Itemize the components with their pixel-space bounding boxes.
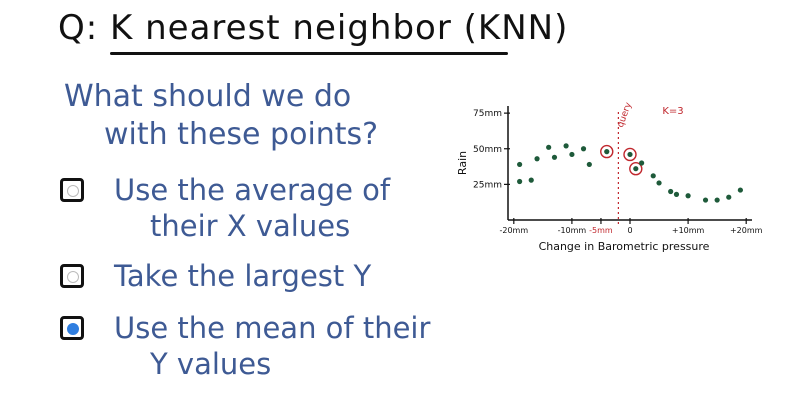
data-point: [546, 144, 552, 150]
radio-dot: [67, 185, 79, 197]
x-tick-label: +10mm: [672, 226, 705, 235]
k-value-label: K=3: [662, 106, 683, 117]
chart-marks: [517, 112, 743, 226]
chart-labels: 25mm 50mm 75mm -20mm -10mm -5mm 0 +10mm +20mm Rai…: [456, 101, 762, 253]
option-radio[interactable]: [60, 264, 84, 288]
x-tick-label: +20mm: [730, 226, 762, 235]
query-label: query: [616, 101, 635, 129]
question-text: What should we do with these points?: [64, 78, 424, 154]
option-radio[interactable]: [60, 316, 84, 340]
question-line-2: with these points?: [104, 117, 379, 152]
data-point: [685, 193, 691, 199]
nearest-neighbor-circle: [600, 144, 614, 159]
title-underline: [110, 52, 508, 55]
nearest-neighbor-circle: [623, 147, 637, 162]
data-point: [656, 180, 662, 186]
option-label-line-2: their X values: [150, 209, 351, 243]
option-label-line-1: Take the largest Y: [114, 259, 372, 293]
data-point: [714, 197, 720, 203]
option-label-line-1: Use the mean of their: [114, 311, 431, 345]
y-axis-label: Rain: [456, 151, 469, 175]
data-point: [650, 173, 656, 179]
data-point: [702, 197, 709, 203]
x-tick-label: -5mm: [589, 226, 613, 235]
data-point: [517, 178, 523, 185]
data-point: [673, 191, 680, 197]
data-point: [639, 160, 645, 166]
data-point: [580, 146, 587, 152]
data-point: [726, 194, 732, 200]
option-label: Take the largest Y: [114, 258, 371, 294]
nearest-neighbor-circle: [629, 161, 643, 176]
page-title: Q: K nearest neighbor (KNN): [58, 8, 569, 48]
data-point: [528, 177, 534, 183]
data-point: [604, 149, 610, 155]
chart-axes: [504, 106, 752, 224]
knn-scatter-chart: 25mm 50mm 75mm -20mm -10mm -5mm 0 +10mm +20mm Rai…: [456, 101, 762, 253]
x-tick-label: -10mm: [558, 226, 587, 235]
data-point: [517, 161, 523, 168]
x-tick-label: 0: [627, 226, 632, 235]
data-point: [534, 156, 540, 162]
data-point: [563, 143, 569, 149]
data-point: [668, 188, 674, 195]
radio-dot: [67, 271, 79, 283]
data-point: [627, 151, 633, 158]
data-point: [633, 166, 639, 172]
data-point: [737, 187, 743, 193]
data-point: [586, 161, 592, 168]
option-label: Use the average of their X values: [114, 172, 390, 244]
question-line-1: What should we do: [64, 79, 352, 114]
y-tick-label: 75mm: [473, 109, 502, 119]
option-label: Use the mean of their Y values: [114, 310, 430, 382]
option-label-line-1: Use the average of: [114, 173, 391, 207]
option-radio[interactable]: [60, 178, 84, 202]
x-axis-label: Change in Barometric pressure: [539, 240, 710, 253]
x-tick-label: -20mm: [499, 226, 528, 235]
data-point: [569, 151, 575, 158]
y-tick-label: 50mm: [473, 145, 502, 155]
data-point: [551, 154, 558, 160]
y-tick-label: 25mm: [473, 180, 502, 190]
option-label-line-2: Y values: [150, 347, 272, 381]
radio-dot-selected: [67, 323, 79, 335]
